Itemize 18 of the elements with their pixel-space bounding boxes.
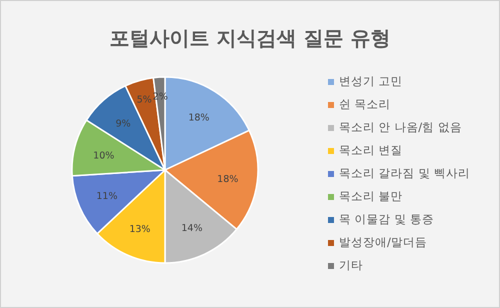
data-label: 9% [116,118,131,130]
legend-label: 목소리 안 나옴/힘 없음 [339,120,462,134]
data-label: 10% [93,150,114,162]
legend-label: 목소리 변질 [339,143,403,157]
legend-label: 변성기 고민 [339,74,403,88]
data-label: 11% [96,191,118,202]
legend-label: 기타 [339,258,363,272]
data-label: 18% [217,174,238,185]
legend-label: 발성장애/말더듬 [339,235,427,249]
data-label: 14% [181,223,202,234]
data-label: 5% [136,94,152,106]
legend-label: 목소리 갈라짐 및 삑사리 [339,166,470,180]
legend-label: 쉰 목소리 [339,97,391,111]
data-label: 13% [129,224,150,236]
chart-title: 포털사이트 지식검색 질문 유형 [110,26,390,50]
data-label: 18% [188,112,210,124]
legend-label: 목 이물감 및 통증 [339,212,434,226]
legend-label: 목소리 불만 [339,189,403,203]
